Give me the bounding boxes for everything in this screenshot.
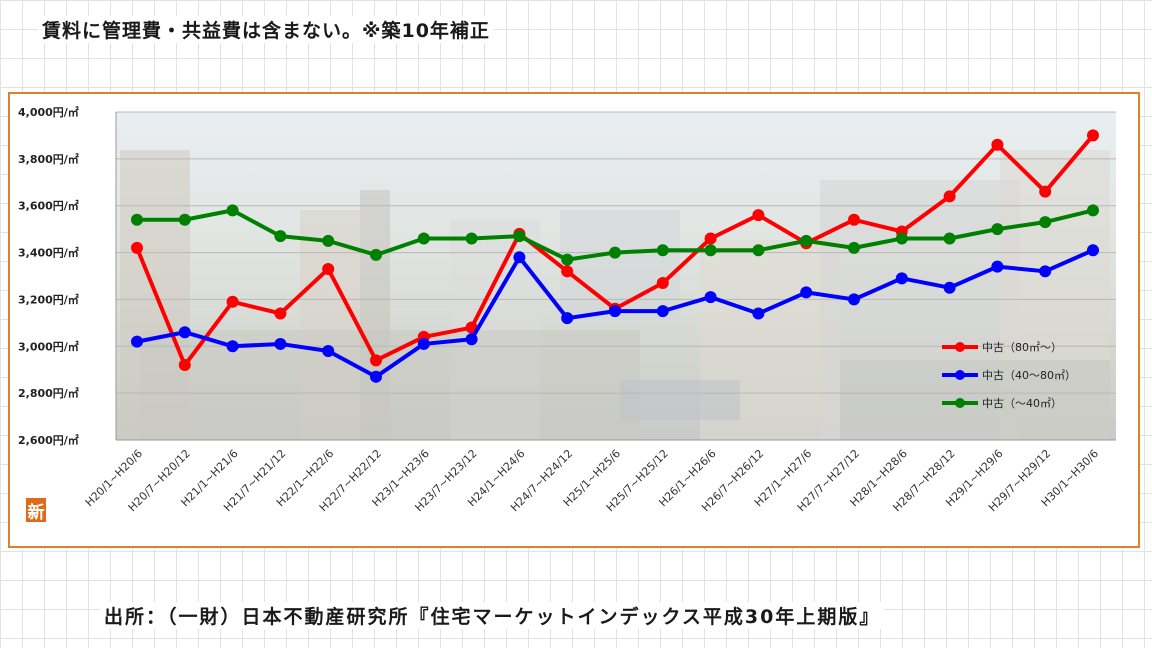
data-point (274, 337, 287, 350)
legend-label: 中古（80㎡～） (982, 341, 1062, 354)
y-axis: 2,600円/㎡ 2,800円/㎡ 3,000円/㎡ 3,200円/㎡ 3,400円/㎡… (18, 105, 1116, 447)
y-tick-label: 3,200円/㎡ (18, 292, 79, 306)
data-point (1087, 244, 1099, 257)
data-point (895, 232, 908, 245)
y-tick-label: 3,600円/㎡ (18, 199, 79, 213)
legend-swatch-marker (955, 342, 965, 352)
y-tick-label: 4,000円/㎡ (18, 105, 79, 119)
data-point (1087, 129, 1099, 142)
data-point (800, 286, 813, 299)
legend-label: 中古（～40㎡） (982, 397, 1062, 410)
y-tick-label: 3,000円/㎡ (18, 339, 79, 353)
data-point (513, 230, 526, 243)
data-point (656, 244, 669, 257)
data-point (800, 234, 813, 247)
data-point (465, 232, 478, 245)
data-point (656, 305, 669, 318)
data-point (895, 272, 908, 285)
data-point (226, 295, 239, 308)
data-point (1039, 185, 1052, 198)
data-point (752, 209, 765, 222)
data-point (274, 230, 287, 243)
data-point (1087, 204, 1099, 217)
data-point (465, 333, 478, 346)
photo-block (140, 330, 640, 440)
data-point (131, 213, 143, 226)
data-point (609, 246, 621, 259)
data-point (370, 354, 382, 367)
chart-heading-note: 賃料に管理費・共益費は含まない。※築10年補正 (38, 16, 494, 43)
data-point (178, 359, 191, 372)
legend-swatch-marker (955, 398, 965, 408)
series-layer (131, 129, 1099, 383)
y-tick-label: 3,400円/㎡ (18, 246, 79, 260)
data-point (131, 241, 143, 254)
data-point (609, 305, 621, 318)
data-point (943, 190, 956, 203)
y-tick-label: 2,800円/㎡ (18, 386, 79, 400)
data-point (1039, 265, 1052, 278)
data-point (1039, 216, 1052, 229)
data-point (370, 370, 382, 383)
data-point (178, 213, 191, 226)
data-point (322, 262, 335, 275)
plot-background-photo (116, 112, 1116, 440)
data-point (704, 291, 717, 304)
data-point (991, 260, 1004, 273)
data-point (322, 344, 335, 357)
data-point (322, 234, 335, 247)
data-point (752, 244, 765, 257)
y-tick-label: 2,600円/㎡ (18, 433, 79, 447)
legend-label: 中古（40～80㎡） (982, 369, 1076, 382)
data-point (370, 248, 382, 261)
data-point (131, 335, 143, 348)
source-citation: 出所：（一財）日本不動産研究所『住宅マーケットインデックス平成30年上期版』 (100, 602, 885, 629)
data-point (943, 232, 956, 245)
photo-block (620, 380, 740, 420)
data-point (943, 281, 956, 294)
photo-block (560, 210, 680, 320)
y-tick-label: 3,800円/㎡ (18, 152, 79, 166)
data-point (848, 293, 860, 306)
x-axis: H20/1~H20/6H20/7~H20/12H21/1~H21/6H21/7~… (83, 447, 1101, 514)
data-point (848, 213, 860, 226)
data-point (656, 277, 669, 290)
data-point (704, 232, 717, 245)
data-point (226, 340, 239, 353)
data-point (513, 251, 526, 264)
data-point (704, 244, 717, 257)
data-point (561, 312, 574, 325)
data-point (848, 241, 860, 254)
data-point (226, 204, 239, 217)
data-point (752, 307, 765, 320)
data-point (991, 138, 1004, 151)
data-point (561, 253, 574, 266)
data-point (561, 265, 574, 278)
data-point (417, 232, 430, 245)
new-badge-icon: 新 (26, 498, 46, 523)
data-point (178, 326, 191, 339)
legend: 中古（80㎡～） 中古（40～80㎡） 中古（～40㎡） (942, 341, 1076, 410)
data-point (417, 337, 430, 350)
data-point (274, 307, 287, 320)
data-point (991, 223, 1004, 236)
legend-swatch-marker (955, 370, 965, 380)
